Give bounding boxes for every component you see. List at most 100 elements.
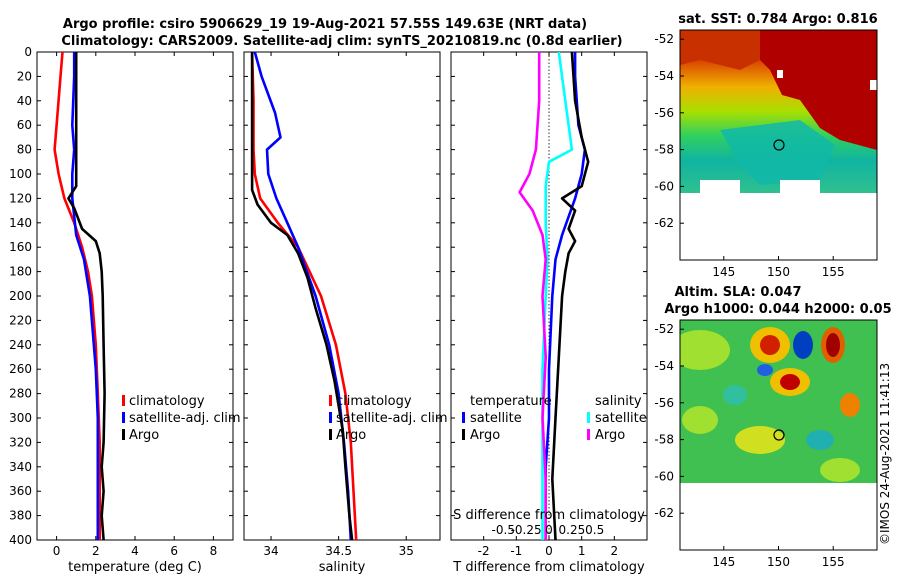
series-line-argo	[67, 52, 106, 541]
legend-label-argo: Argo	[129, 428, 159, 443]
salinity-series	[250, 51, 358, 541]
difference-legend: temperature satellite Argo salinity sate…	[462, 394, 647, 443]
legend-label-t-satellite: satellite	[470, 411, 522, 426]
difference-x2-axis: -0.5-0.25 0 0.25 0.5	[492, 523, 605, 537]
x2-tick-label: 0.5	[585, 523, 604, 537]
sla-map-image	[680, 320, 877, 483]
difference-x-axis: -2 -1 0 1 2	[478, 52, 618, 558]
legend-swatch-climatology	[329, 395, 332, 406]
salinity-x-axis: 34 34.5 35	[263, 52, 414, 558]
temperature-series	[53, 51, 106, 541]
x-tick-label: 0	[53, 544, 61, 558]
difference-axes-box	[450, 51, 648, 541]
x-tick-label: 2	[92, 544, 100, 558]
map-y-tick-label: -52	[654, 322, 674, 336]
temperature-legend: climatology satellite-adj. clim Argo	[122, 394, 241, 443]
series-line-t-argo	[551, 51, 590, 541]
title-line-1: Argo profile: csiro 5906629_19 19-Aug-20…	[63, 17, 587, 32]
map-y-tick-label: -56	[654, 106, 674, 120]
x2-tick-label: -0.25	[511, 523, 542, 537]
map-x-tick-label: 145	[712, 265, 735, 279]
legend-title-temperature: temperature	[470, 394, 552, 409]
series-line-s-satellite	[541, 51, 574, 540]
y-tick-label: 320	[9, 435, 32, 449]
salinity-legend: climatology satellite-adj. clim Argo	[329, 394, 448, 443]
map-y-tick-label: -62	[654, 506, 674, 520]
sla-map: Altim. SLA: 0.047 Argo h1000: 0.044 h200…	[654, 285, 891, 569]
series-line-s-argo	[518, 52, 547, 540]
x-tick-label: 6	[170, 544, 178, 558]
map-y-tick-label: -52	[654, 32, 674, 46]
y-tick-label: 120	[9, 191, 32, 205]
y-tick-label: 340	[9, 460, 32, 474]
map-x-tick-label: 145	[712, 555, 735, 569]
temperature-x-axis: 0 2 4 6 8	[53, 52, 217, 558]
legend-swatch-s-satellite	[587, 412, 590, 423]
y-tick-label: 200	[9, 289, 32, 303]
title-line-2: Climatology: CARS2009. Satellite-adj cli…	[61, 34, 622, 49]
map-y-tick-label: -58	[654, 433, 674, 447]
temperature-panel: 0204060801001201401601802002202402602803…	[9, 45, 241, 575]
map-x-tick-label: 150	[767, 265, 790, 279]
y-tick-label: 140	[9, 216, 32, 230]
legend-label-s-satellite: satellite	[595, 411, 647, 426]
y-tick-label: 300	[9, 411, 32, 425]
difference-panel: -2 -1 0 1 2 T difference from climatology S …	[450, 51, 648, 575]
x-tick-label: 2	[611, 544, 619, 558]
x2-tick-label: -0.5	[492, 523, 515, 537]
sst-map-title: sat. SST: 0.784 Argo: 0.816	[678, 12, 877, 27]
legend-swatch-argo	[122, 429, 125, 440]
y-tick-label: 400	[9, 533, 32, 547]
y-tick-label: 160	[9, 240, 32, 254]
map-y-tick-label: -62	[654, 216, 674, 230]
sst-map-image	[680, 30, 877, 193]
sla-map-axes: 145 150 155 -52 -54 -56 -58 -60 -62	[654, 322, 844, 569]
series-line-argo	[250, 52, 354, 541]
map-y-tick-label: -56	[654, 396, 674, 410]
difference-y-ticks	[451, 51, 647, 541]
x-tick-label: 1	[578, 544, 586, 558]
legend-swatch-argo	[329, 429, 332, 440]
argo-location-marker	[773, 429, 785, 441]
legend-label-s-argo: Argo	[595, 428, 625, 443]
y-tick-label: 20	[17, 69, 32, 83]
legend-label-satellite: satellite-adj. clim	[129, 411, 241, 426]
difference-xlabel: T difference from climatology	[452, 560, 645, 575]
x-tick-label: 34	[263, 544, 278, 558]
legend-swatch-satellite	[329, 412, 332, 423]
y-tick-label: 40	[17, 94, 32, 108]
legend-label-climatology: climatology	[129, 394, 205, 409]
y-tick-label: 0	[24, 45, 32, 59]
map-y-tick-label: -60	[654, 469, 674, 483]
y-tick-label: 260	[9, 362, 32, 376]
map-y-tick-label: -54	[654, 69, 674, 83]
legend-label-satellite: satellite-adj. clim	[336, 411, 448, 426]
difference-x2label: S difference from climatology	[453, 508, 645, 523]
imos-watermark: ©IMOS 24-Aug-2021 11:41:13	[878, 363, 892, 545]
legend-swatch-climatology	[122, 395, 125, 406]
map-x-tick-label: 150	[767, 555, 790, 569]
legend-label-argo: Argo	[336, 428, 366, 443]
argo-location-marker	[773, 139, 785, 151]
temperature-axes-box	[36, 51, 234, 541]
x-tick-label: -1	[510, 544, 522, 558]
y-tick-label: 360	[9, 484, 32, 498]
map-y-tick-label: -60	[654, 179, 674, 193]
y-tick-label: 100	[9, 167, 32, 181]
salinity-panel: 34 34.5 35 salinity climatology satellite-…	[243, 51, 448, 575]
x-tick-label: 35	[399, 544, 414, 558]
x2-tick-label: 0.25	[559, 523, 586, 537]
y-tick-label: 80	[17, 143, 32, 157]
legend-swatch-t-satellite	[462, 412, 465, 423]
sst-map: sat. SST: 0.784 Argo: 0.816 145 150 155 -52…	[654, 12, 877, 279]
y-tick-label: 280	[9, 387, 32, 401]
salinity-y-ticks	[244, 51, 440, 541]
x-tick-label: 4	[131, 544, 139, 558]
map-x-tick-label: 155	[822, 265, 845, 279]
map-y-tick-label: -54	[654, 359, 674, 373]
map-x-tick-label: 155	[822, 555, 845, 569]
sst-map-axes: 145 150 155 -52 -54 -56 -58 -60 -62	[654, 32, 844, 279]
x-tick-label: 0	[545, 544, 553, 558]
salinity-axes-box	[243, 51, 441, 541]
